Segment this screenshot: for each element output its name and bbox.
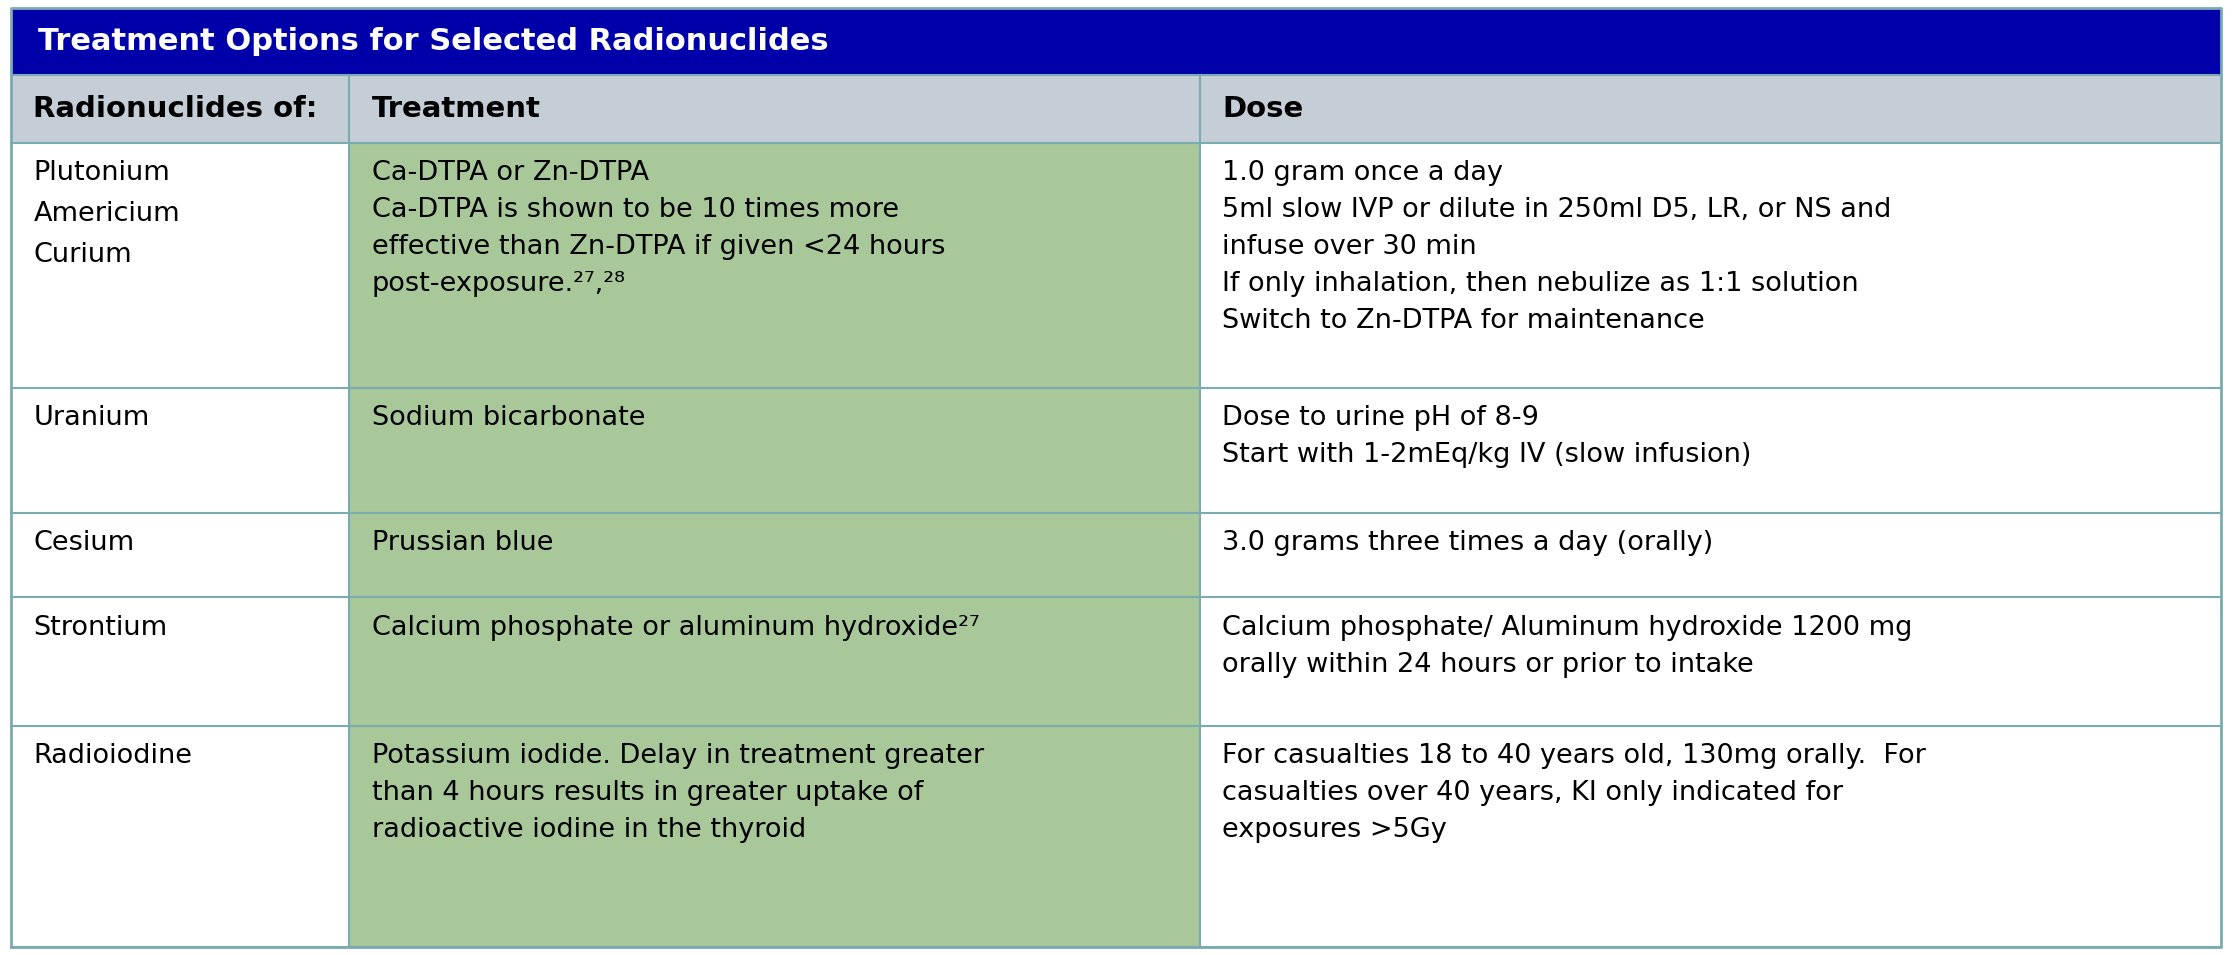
Text: Calcium phosphate or aluminum hydroxide²⁷: Calcium phosphate or aluminum hydroxide²… bbox=[371, 615, 980, 641]
Bar bbox=[348, 726, 1201, 947]
Bar bbox=[11, 513, 348, 598]
Text: Calcium phosphate/ Aluminum hydroxide 1200 mg
orally within 24 hours or prior to: Calcium phosphate/ Aluminum hydroxide 12… bbox=[1223, 615, 1913, 678]
Bar bbox=[11, 8, 2221, 75]
Bar bbox=[1201, 513, 2221, 598]
Bar bbox=[11, 389, 348, 513]
Text: Radionuclides of:: Radionuclides of: bbox=[33, 96, 317, 123]
Bar bbox=[11, 143, 348, 389]
Bar bbox=[1201, 726, 2221, 947]
Bar bbox=[11, 726, 348, 947]
Bar bbox=[11, 75, 2221, 143]
Text: Cesium: Cesium bbox=[33, 530, 134, 556]
Text: Prussian blue: Prussian blue bbox=[371, 530, 554, 556]
Bar bbox=[1201, 598, 2221, 726]
Text: Dose: Dose bbox=[1223, 96, 1303, 123]
Bar bbox=[1201, 143, 2221, 389]
Text: Treatment: Treatment bbox=[371, 96, 540, 123]
Text: Uranium: Uranium bbox=[33, 406, 150, 432]
Bar bbox=[348, 389, 1201, 513]
Text: Ca-DTPA or Zn-DTPA
Ca-DTPA is shown to be 10 times more
effective than Zn-DTPA i: Ca-DTPA or Zn-DTPA Ca-DTPA is shown to b… bbox=[371, 160, 944, 297]
Text: Radioiodine: Radioiodine bbox=[33, 743, 192, 770]
Text: Potassium iodide. Delay in treatment greater
than 4 hours results in greater upt: Potassium iodide. Delay in treatment gre… bbox=[371, 743, 984, 843]
Text: Treatment Options for Selected Radionuclides: Treatment Options for Selected Radionucl… bbox=[38, 27, 828, 56]
Text: Dose to urine pH of 8-9
Start with 1-2mEq/kg IV (slow infusion): Dose to urine pH of 8-9 Start with 1-2mE… bbox=[1223, 406, 1752, 469]
Text: Plutonium
Americium
Curium: Plutonium Americium Curium bbox=[33, 160, 181, 268]
Text: 1.0 gram once a day
5ml slow IVP or dilute in 250ml D5, LR, or NS and
infuse ove: 1.0 gram once a day 5ml slow IVP or dilu… bbox=[1223, 160, 1893, 334]
Bar bbox=[348, 143, 1201, 389]
Bar bbox=[348, 598, 1201, 726]
Text: Strontium: Strontium bbox=[33, 615, 167, 641]
Text: 3.0 grams three times a day (orally): 3.0 grams three times a day (orally) bbox=[1223, 530, 1714, 556]
Text: For casualties 18 to 40 years old, 130mg orally.  For
casualties over 40 years, : For casualties 18 to 40 years old, 130mg… bbox=[1223, 743, 1926, 843]
Bar bbox=[348, 513, 1201, 598]
Bar bbox=[11, 598, 348, 726]
Text: Sodium bicarbonate: Sodium bicarbonate bbox=[371, 406, 645, 432]
Bar bbox=[1201, 389, 2221, 513]
